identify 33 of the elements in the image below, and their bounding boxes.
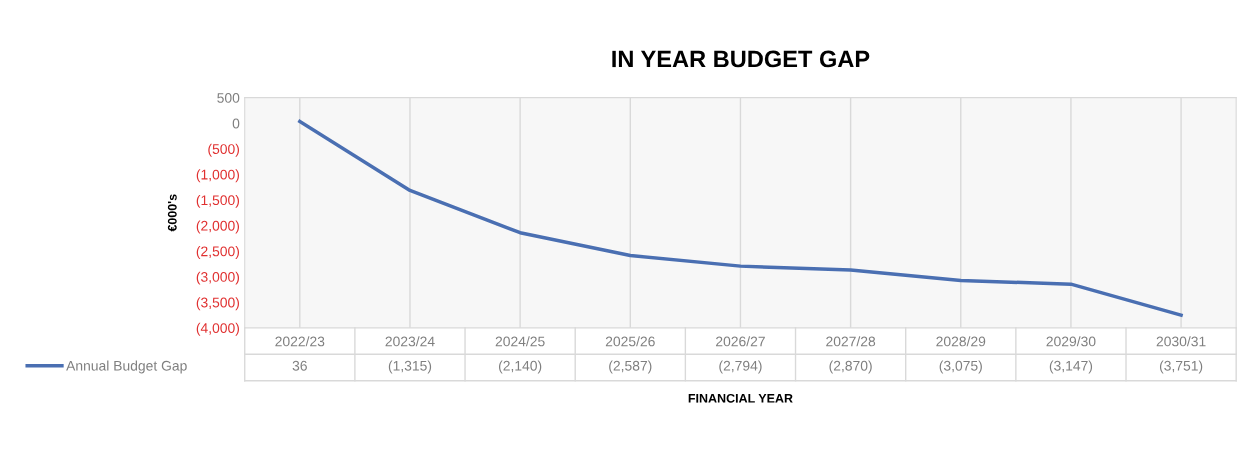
y-axis-title: €000's [167,194,177,232]
data-label: (2,870) [829,360,872,374]
x-axis-title: FINANCIAL YEAR [688,393,793,403]
y-tick-label: (2,000) [196,220,240,234]
x-tick-label: 2029/30 [1046,336,1096,347]
x-tick-label: 2030/31 [1156,336,1206,347]
data-label: (3,751) [1159,360,1203,374]
y-tick-label: (1,500) [196,194,240,208]
line-series [298,119,1183,317]
x-tick-label: 2027/28 [826,336,876,347]
y-tick-label: (500) [208,143,240,157]
y-tick-label: (3,000) [196,271,240,285]
y-tick-label: 0 [232,118,240,129]
x-tick-label: 2025/26 [605,336,655,347]
x-tick-label: 2026/27 [716,336,765,347]
chart-title: IN YEAR BUDGET GAP [612,50,870,68]
y-tick-label: (1,000) [196,169,240,183]
y-tick-label: (2,500) [196,246,240,260]
x-tick-label: 2024/25 [495,336,545,347]
data-label: (3,147) [1049,360,1093,374]
data-label: (2,587) [609,360,652,374]
x-tick-label: 2023/24 [385,336,435,347]
y-tick-label: 500 [217,92,240,103]
x-tick-label: 2022/23 [275,336,325,347]
data-label: (2,794) [719,360,762,374]
data-label: (1,315) [388,360,432,374]
data-label: 36 [292,360,307,371]
data-label: (2,140) [498,360,542,374]
legend-label: Annual Budget Gap [66,360,187,374]
y-tick-label: (4,000) [196,322,240,336]
x-tick-label: 2028/29 [936,336,986,347]
y-tick-label: (3,500) [196,297,240,311]
data-label: (3,075) [939,360,982,374]
